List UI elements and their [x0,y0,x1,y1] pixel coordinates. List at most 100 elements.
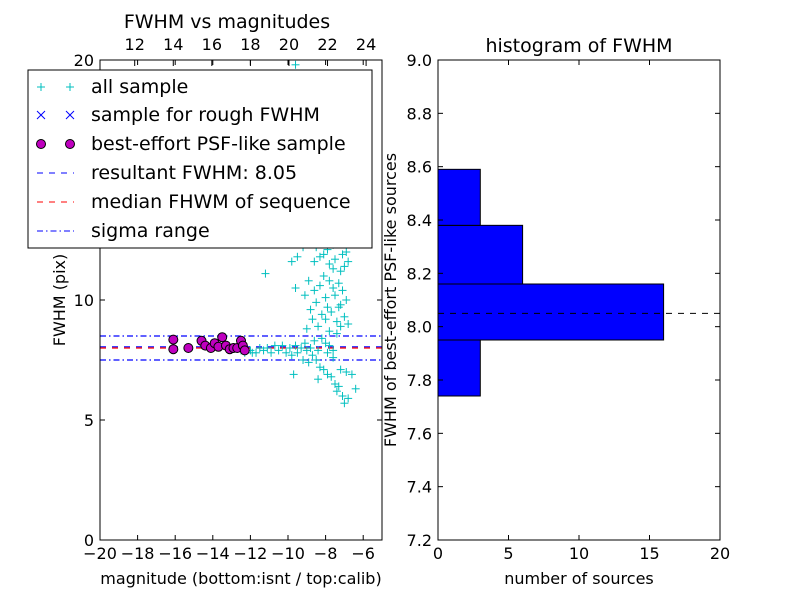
all-sample-point [306,305,315,314]
y-tick-label: 20 [74,51,94,70]
all-sample-point [331,291,339,300]
all-sample-point [325,276,334,285]
histogram-y-axis-label: FWHM of best-effort PSF-like sources [381,153,400,447]
y-tick-label: 8.4 [407,211,432,230]
x-tick-label: 20 [710,544,730,563]
x-tick-label: −16 [158,544,192,563]
all-sample-point [347,370,356,379]
y-tick-label: 7.4 [407,478,432,497]
x-tick-label: −20 [83,544,117,563]
all-sample-point [299,356,308,364]
y-tick-label: 7.8 [407,371,432,390]
all-sample-point [332,329,341,338]
all-sample-point [334,303,343,312]
all-sample-point [331,255,339,264]
psf-sample-point [217,332,228,343]
all-sample-point [338,392,347,400]
all-sample-point [327,372,336,381]
legend-label-all-sample: all sample [91,76,188,98]
y-tick-label: 8.0 [407,318,432,337]
scatter-y-axis-label: FWHM (pix) [50,254,69,347]
x-tick-label: 0 [433,544,443,563]
all-sample-point [315,281,324,290]
legend-marker-cross [36,110,75,120]
psf-sample-point [183,343,194,353]
histogram-bar [438,339,481,397]
all-sample-point [267,348,276,357]
all-sample-point [323,348,332,357]
all-sample-point [310,286,319,295]
top-x-tick-label: 24 [356,35,376,54]
legend-marker-circle [36,139,75,149]
all-sample-point [329,264,338,273]
x-tick-label: −18 [121,544,155,563]
all-sample-point [338,286,347,295]
all-sample-point [317,310,326,319]
x-tick-label: 5 [503,544,513,563]
all-sample-point [308,351,317,360]
all-sample-point [334,279,343,288]
histogram-bar [438,224,524,285]
all-sample-point [327,308,336,316]
all-sample-point [342,296,351,304]
scatter-reference-lines [100,335,382,361]
all-sample-point [302,324,311,333]
scatter-panel: −20 −18 −16 −14 −12 −10 −8 −6 0 5 10 20 12 14 16 18 20 22… [27,11,383,588]
all-sample-point [310,257,319,266]
all-sample-point [263,344,272,352]
legend-label-median-fwhm: median FHWM of sequence [91,191,351,213]
all-sample-point [336,322,345,331]
histogram-bars [438,168,665,397]
y-tick-label: 8.6 [407,158,432,177]
y-tick-label: 0 [84,531,94,550]
histogram-bar [438,283,665,341]
all-sample-point [310,336,319,345]
all-sample-point [314,322,323,331]
all-sample-point [293,348,302,357]
psf-sample-point [168,344,179,355]
x-tick-label: 10 [569,544,589,563]
all-sample-point [336,365,345,374]
legend-label-sigma-range: sigma range [91,220,210,242]
legend-box [27,69,373,249]
all-sample-point [314,346,323,355]
all-sample-point [291,60,300,69]
all-sample-point [308,315,317,324]
legend-entry-resultant-fwhm: resultant FWHM: 8.05 [37,162,297,184]
all-sample-point [344,257,353,266]
top-x-tick-label: 22 [317,35,337,54]
all-sample-point [340,399,349,408]
scatter-title: FWHM vs magnitudes [124,11,330,33]
all-sample-point [319,250,328,259]
all-sample-point [278,341,287,350]
legend-marker-plus [37,83,74,91]
y-tick-label: 5 [84,411,94,430]
all-sample-point [329,284,338,292]
all-sample-point [336,267,345,276]
all-sample-point [312,356,321,364]
all-sample-point [291,341,300,350]
all-sample-point [317,334,326,343]
legend-entry-all-sample: all sample [37,76,188,98]
x-tick-label: −6 [351,544,375,563]
all-sample-point [304,358,313,367]
all-sample-point [297,344,306,352]
x-tick-label: 15 [639,544,659,563]
y-tick-label: 7.6 [407,424,432,443]
all-sample-point [274,346,283,355]
scatter-legend: all sample sample for rough FWHM best-ef… [27,69,373,249]
all-sample-point [282,348,291,357]
all-sample-point [287,257,296,266]
all-sample-point [306,344,315,352]
all-sample-point [340,312,349,321]
all-sample-point [329,353,338,362]
y-tick-label: 7.2 [407,531,432,550]
legend-entry-median-fwhm: median FHWM of sequence [37,191,351,213]
all-sample-point [344,320,353,328]
all-sample-point [287,351,296,360]
all-sample-point [325,327,334,336]
legend-entry-psf-sample: best-effort PSF-like sample [36,133,346,155]
all-sample-point [304,276,313,285]
all-sample-point [300,291,309,300]
